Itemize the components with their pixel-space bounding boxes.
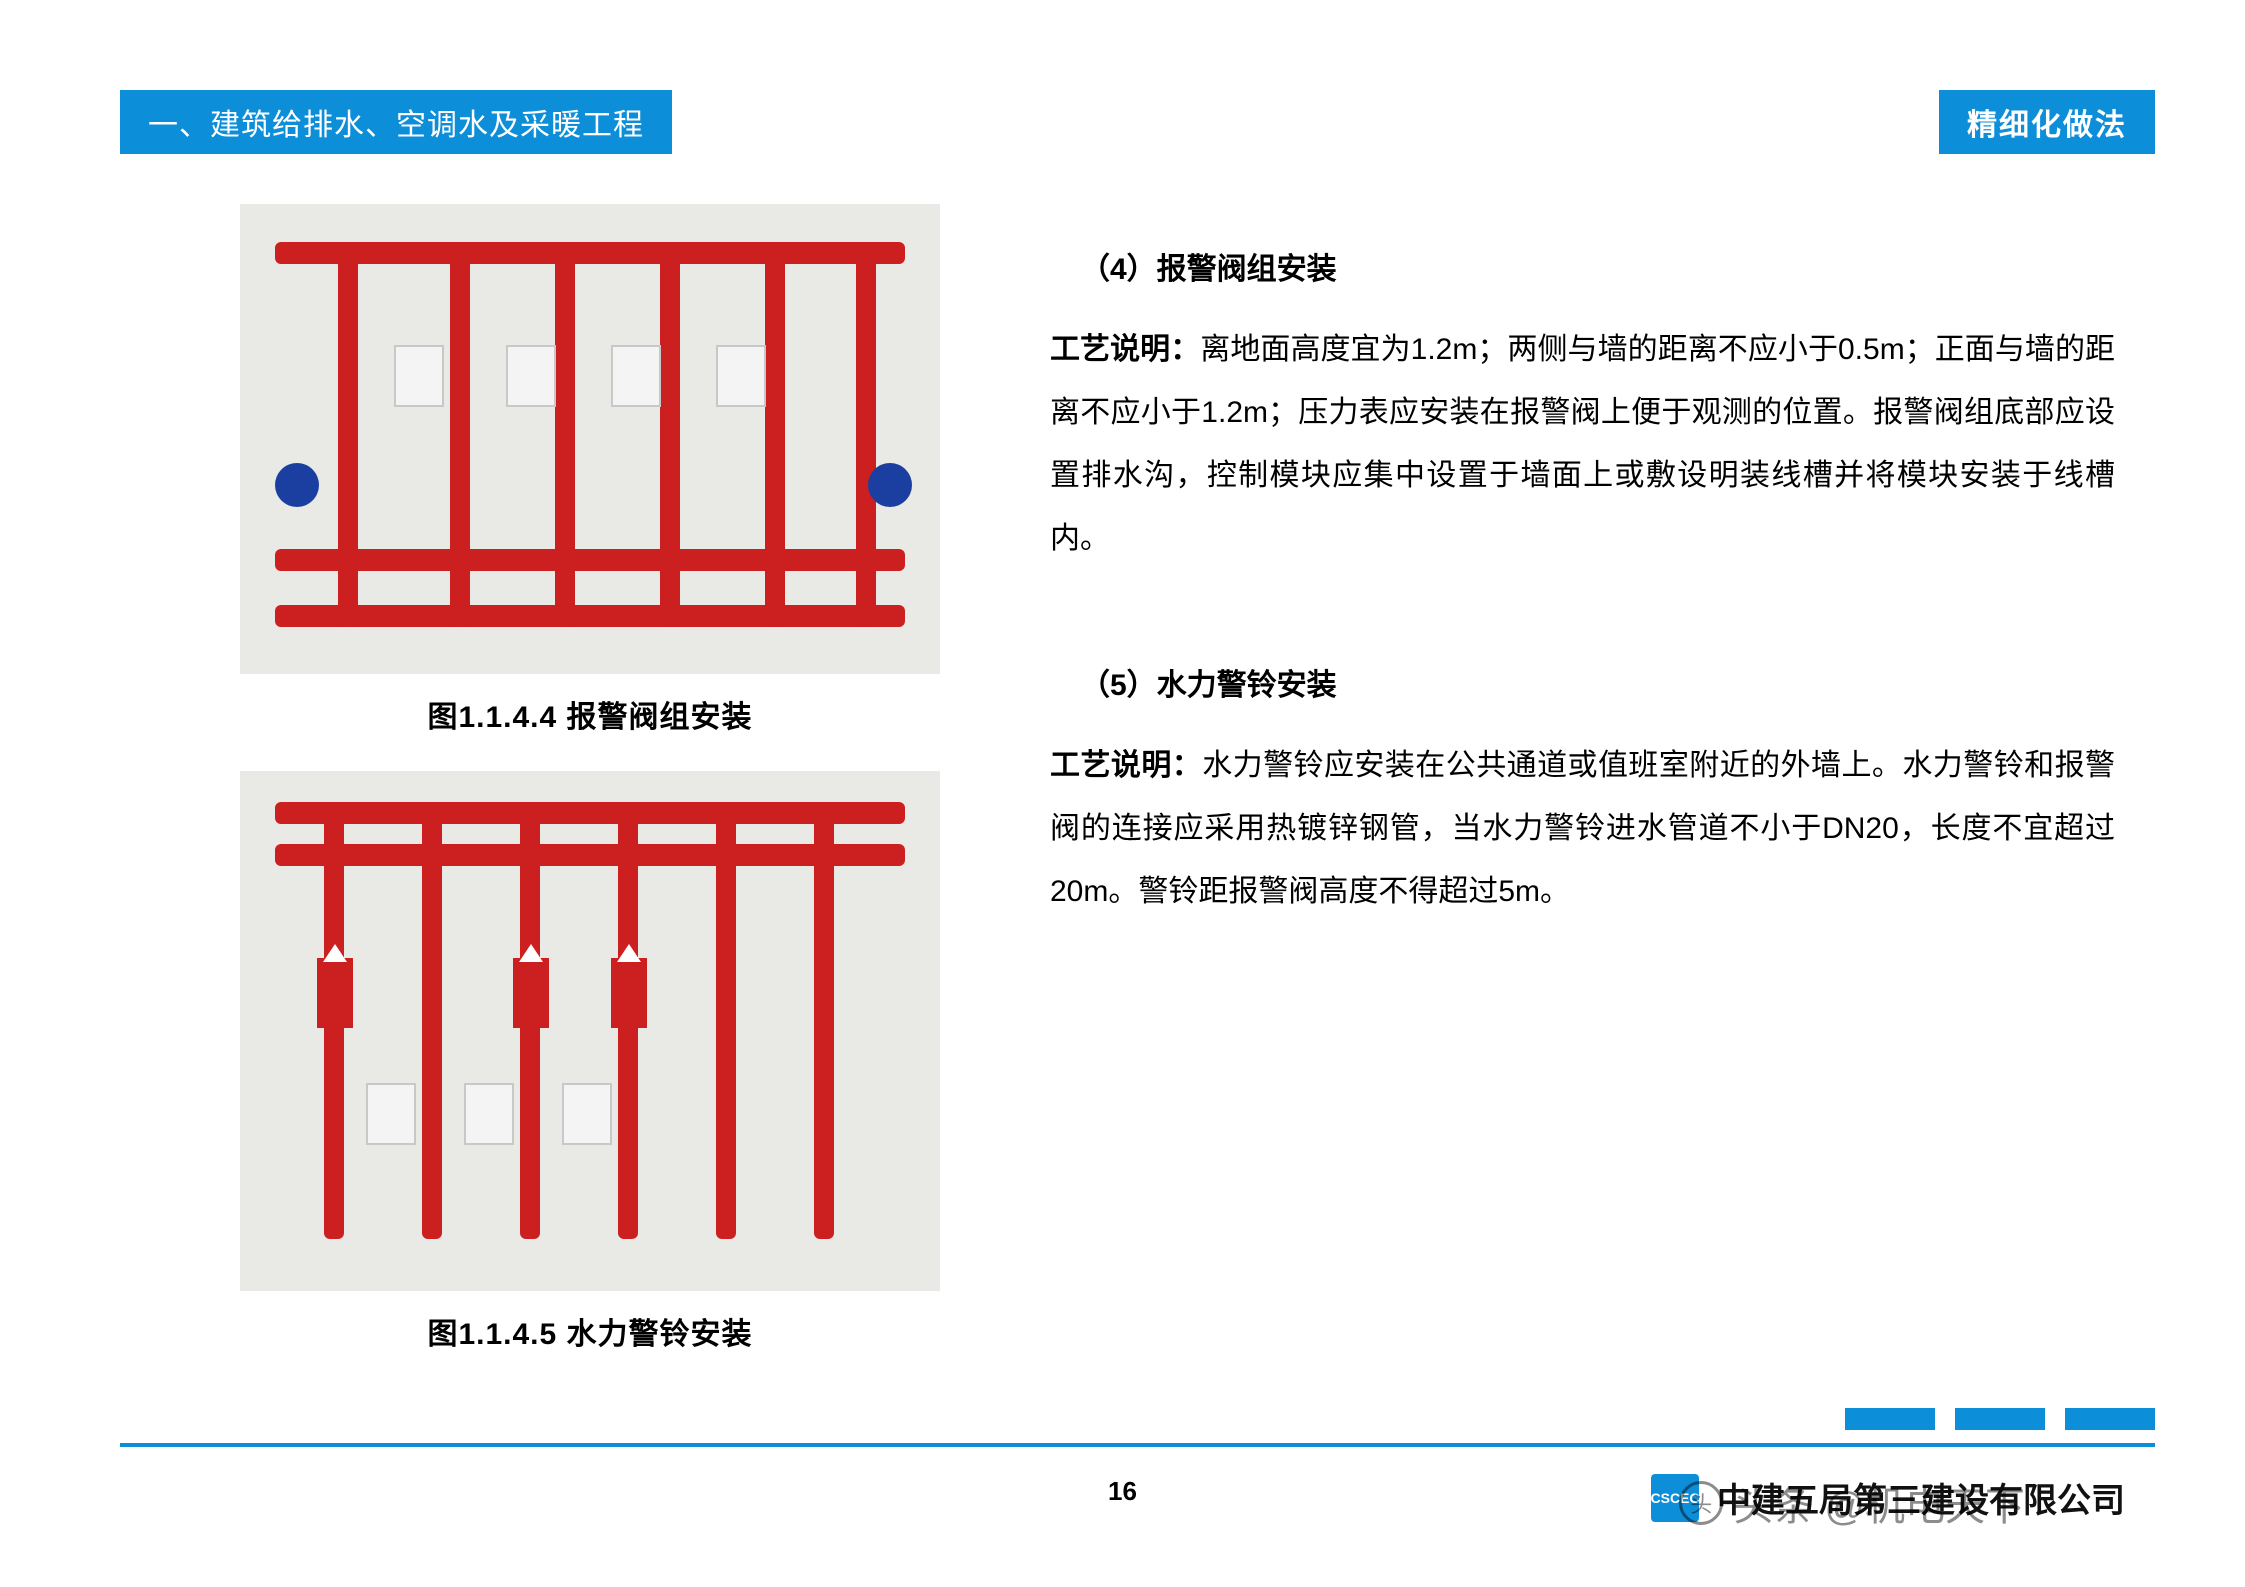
figure-2: 图1.1.4.5 水力警铃安装 (200, 771, 980, 1353)
watermark: 头 头条 @机电天下 (1679, 1474, 2025, 1532)
figure-1-image (240, 204, 940, 674)
section-4-title: （4）报警阀组安装 (1050, 244, 2115, 288)
section-title-bar: 一、建筑给排水、空调水及采暖工程 (120, 90, 672, 154)
section-4-body: 工艺说明：离地面高度宜为1.2m；两侧与墙的距离不应小于0.5m；正面与墙的距离… (1050, 318, 2115, 570)
document-page: 一、建筑给排水、空调水及采暖工程 精细化做法 (0, 0, 2245, 1587)
figure-2-caption: 图1.1.4.5 水力警铃安装 (200, 1309, 980, 1353)
right-column: （4）报警阀组安装 工艺说明：离地面高度宜为1.2m；两侧与墙的距离不应小于0.… (1050, 204, 2155, 1388)
section-5-body: 工艺说明：水力警铃应安装在公共通道或值班室附近的外墙上。水力警铃和报警阀的连接应… (1050, 734, 2115, 923)
section-4-lead: 工艺说明： (1050, 333, 1200, 366)
watermark-icon: 头 (1679, 1481, 1723, 1525)
footer-rule (120, 1443, 2155, 1447)
figure-1: 图1.1.4.4 报警阀组安装 (200, 204, 980, 736)
section-4: （4）报警阀组安装 工艺说明：离地面高度宜为1.2m；两侧与墙的距离不应小于0.… (1050, 244, 2115, 570)
section-5-title: （5）水力警铃安装 (1050, 660, 2115, 704)
section-5-lead: 工艺说明： (1050, 749, 1202, 782)
left-column: 图1.1.4.4 报警阀组安装 (200, 204, 980, 1388)
content-grid: 图1.1.4.4 报警阀组安装 (120, 204, 2155, 1388)
section-5-text: 水力警铃应安装在公共通道或值班室附近的外墙上。水力警铃和报警阀的连接应采用热镀锌… (1050, 749, 2115, 908)
footer-dash-decor (1845, 1408, 2155, 1430)
watermark-text: 头条 @机电天下 (1733, 1474, 2025, 1532)
figure-2-image (240, 771, 940, 1291)
header-row: 一、建筑给排水、空调水及采暖工程 精细化做法 (120, 90, 2155, 154)
badge-bar: 精细化做法 (1939, 90, 2155, 154)
section-4-text: 离地面高度宜为1.2m；两侧与墙的距离不应小于0.5m；正面与墙的距离不应小于1… (1050, 333, 2115, 555)
figure-1-caption: 图1.1.4.4 报警阀组安装 (200, 692, 980, 736)
section-5: （5）水力警铃安装 工艺说明：水力警铃应安装在公共通道或值班室附近的外墙上。水力… (1050, 660, 2115, 923)
